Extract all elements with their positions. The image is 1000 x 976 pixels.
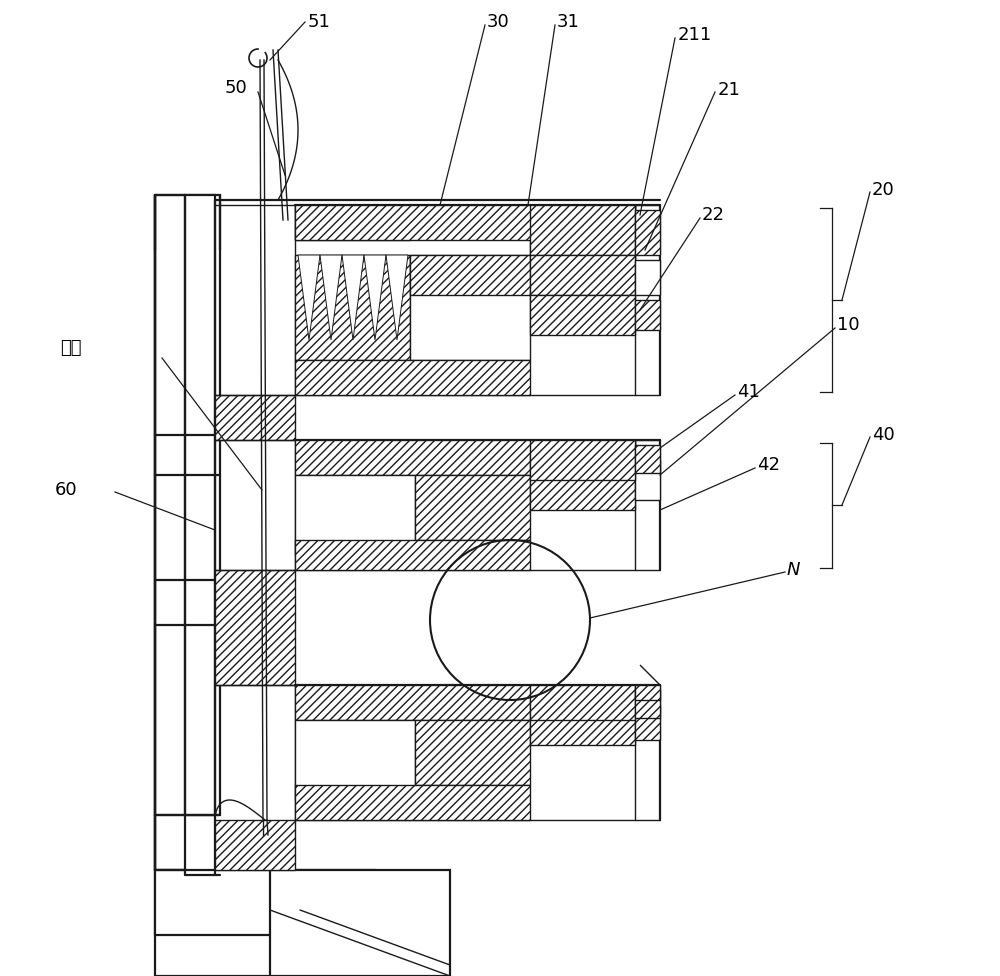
Text: 50: 50 <box>225 79 248 97</box>
Bar <box>635 690 660 718</box>
Polygon shape <box>386 255 408 340</box>
Bar <box>185 195 215 815</box>
Text: 211: 211 <box>678 26 712 44</box>
Polygon shape <box>530 455 635 510</box>
Polygon shape <box>635 685 660 700</box>
Polygon shape <box>415 720 530 785</box>
Polygon shape <box>415 475 530 540</box>
Bar <box>295 475 415 555</box>
Bar <box>635 460 660 500</box>
Polygon shape <box>295 255 410 360</box>
Text: 41: 41 <box>737 383 760 401</box>
Polygon shape <box>215 395 295 440</box>
Polygon shape <box>530 205 635 255</box>
Polygon shape <box>270 870 450 976</box>
Bar <box>635 210 660 255</box>
Bar <box>635 260 660 295</box>
Polygon shape <box>640 665 660 685</box>
Bar <box>155 195 220 815</box>
Bar <box>530 295 635 335</box>
Bar <box>635 300 660 330</box>
Bar <box>530 205 635 260</box>
Polygon shape <box>295 785 530 820</box>
Bar <box>155 195 665 895</box>
Polygon shape <box>295 205 635 240</box>
Text: 51: 51 <box>308 13 331 31</box>
Bar <box>530 440 635 480</box>
Polygon shape <box>295 540 530 570</box>
Text: N: N <box>787 561 800 579</box>
Bar <box>635 705 660 740</box>
Polygon shape <box>320 255 342 340</box>
Bar <box>530 685 635 720</box>
Polygon shape <box>295 440 635 475</box>
Bar <box>410 255 530 360</box>
Text: 21: 21 <box>718 81 741 99</box>
Bar <box>155 870 375 935</box>
Polygon shape <box>364 255 386 340</box>
Polygon shape <box>215 570 295 685</box>
Bar <box>635 445 660 473</box>
Polygon shape <box>530 700 635 745</box>
Polygon shape <box>215 820 295 870</box>
Bar <box>295 720 415 800</box>
Text: 31: 31 <box>557 13 580 31</box>
Polygon shape <box>295 685 635 720</box>
Text: 42: 42 <box>757 456 780 474</box>
Text: 织针: 织针 <box>60 339 82 357</box>
Text: 60: 60 <box>55 481 78 499</box>
Text: 30: 30 <box>487 13 510 31</box>
Polygon shape <box>342 255 364 340</box>
Text: 40: 40 <box>872 426 895 444</box>
Polygon shape <box>155 195 375 976</box>
Bar <box>295 205 410 240</box>
Polygon shape <box>295 360 530 395</box>
Polygon shape <box>530 255 635 295</box>
Text: 20: 20 <box>872 181 895 199</box>
Text: 22: 22 <box>702 206 725 224</box>
Polygon shape <box>410 255 530 295</box>
Polygon shape <box>298 255 320 340</box>
Text: 10: 10 <box>837 316 860 334</box>
